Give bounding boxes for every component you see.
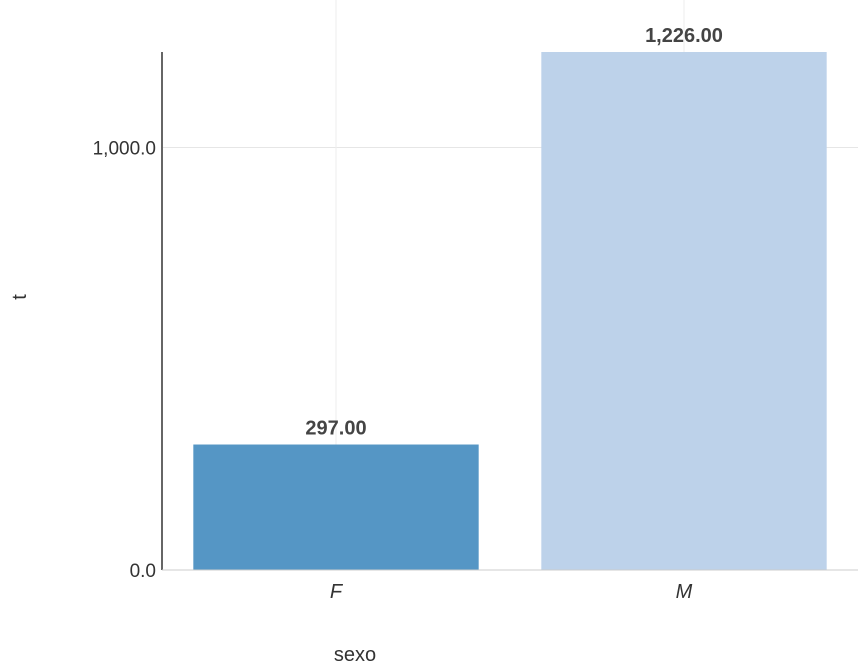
y-tick-label: 1,000.0 bbox=[93, 138, 156, 159]
x-axis-title: sexo bbox=[334, 644, 376, 666]
value-label-F: 297.00 bbox=[305, 418, 366, 440]
value-labels: 297.00 1,226.00 bbox=[305, 25, 723, 440]
x-tick-label-F: F bbox=[330, 581, 344, 603]
value-label-M: 1,226.00 bbox=[645, 25, 723, 47]
x-tick-label-M: M bbox=[676, 581, 693, 603]
y-tick-label: 0.0 bbox=[130, 561, 156, 582]
bar-F bbox=[193, 444, 479, 570]
y-tick-labels: 0.0 1,000.0 bbox=[93, 138, 156, 582]
y-axis-title: t bbox=[9, 294, 31, 300]
bar-M bbox=[541, 52, 827, 570]
bar-layer bbox=[193, 52, 827, 570]
